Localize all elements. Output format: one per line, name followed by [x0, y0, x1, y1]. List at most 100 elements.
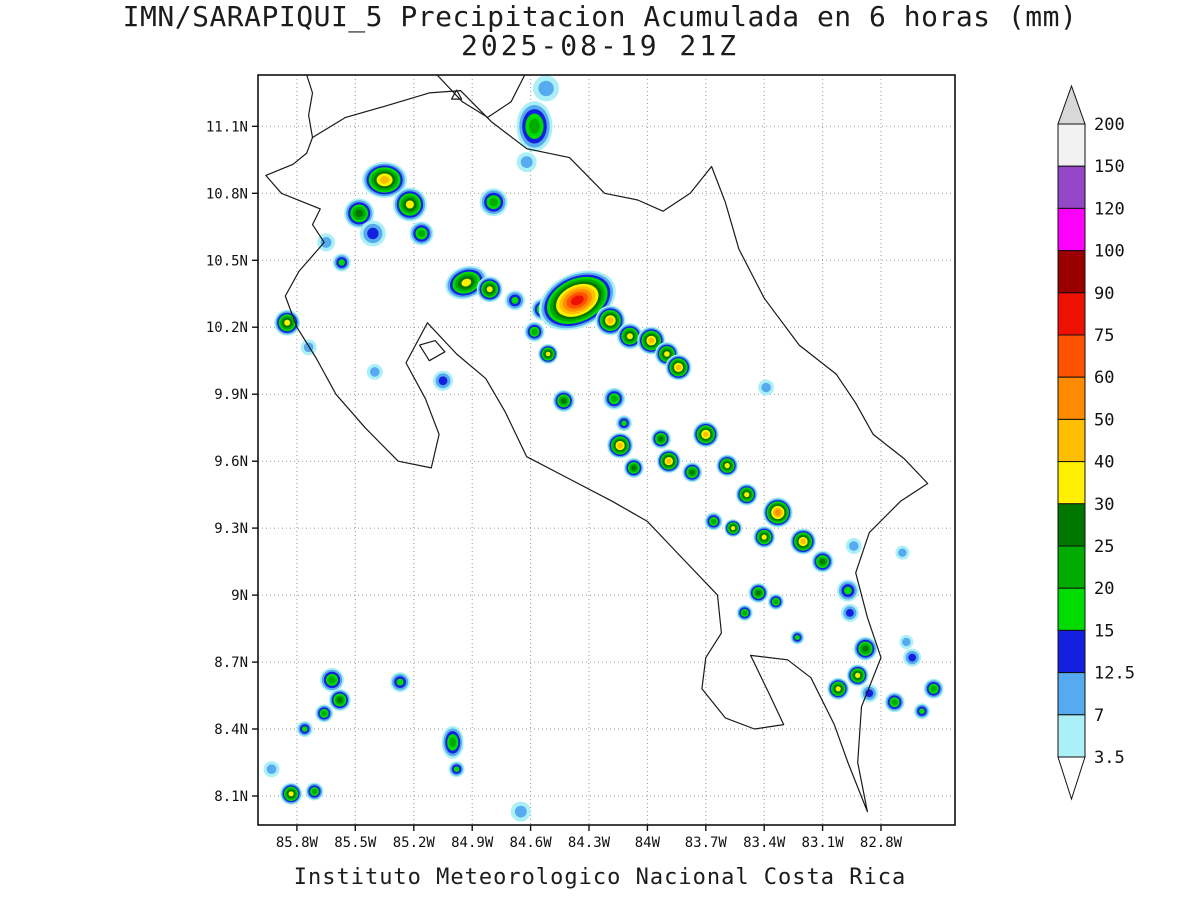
precip-cell	[315, 704, 334, 723]
lat-tick-label: 9.3N	[214, 521, 248, 537]
colorbar-segment	[1057, 503, 1086, 547]
colorbar-label: 100	[1094, 242, 1125, 262]
colorbar-segment	[1057, 334, 1086, 378]
precip-cell	[704, 512, 723, 531]
isla-chira	[419, 340, 446, 362]
precip-cell	[305, 782, 324, 801]
colorbar-label: 75	[1094, 326, 1114, 346]
precip-cell	[390, 672, 411, 693]
precip-cell	[274, 309, 301, 336]
precip-cell	[392, 187, 427, 222]
precip-cell	[616, 415, 632, 432]
precip-cell	[811, 550, 834, 573]
precip-cell	[280, 782, 303, 805]
precip-cell	[913, 703, 930, 720]
colorbar-top-arrow	[1057, 84, 1086, 125]
precip-cell	[716, 454, 739, 477]
precip-cell	[846, 664, 869, 687]
lon-tick-label: 84.6W	[510, 835, 553, 851]
colorbar-segment	[1057, 672, 1086, 716]
plot-frame	[257, 74, 956, 826]
precip-cell	[607, 432, 634, 459]
coastline-borders	[265, 75, 929, 813]
title-block: IMN/SARAPIQUI_5 Precipitacion Acumulada …	[0, 2, 1200, 61]
lon-tick-label: 83.7W	[685, 835, 728, 851]
precip-cell	[320, 667, 344, 692]
lat-tick-label: 10.5N	[206, 253, 248, 269]
precip-cell	[332, 253, 351, 272]
precip-cell	[790, 528, 817, 555]
precip-cell	[758, 379, 775, 396]
lon-tick-label: 84W	[635, 835, 661, 851]
precip-cell	[790, 630, 805, 645]
precip-cell	[840, 603, 859, 622]
colorbar-label: 90	[1094, 284, 1114, 304]
colorbar-label: 120	[1094, 199, 1125, 219]
colorbar-segment	[1057, 207, 1086, 252]
lake-nicaragua-shore	[436, 75, 526, 118]
colorbar-segment	[1057, 376, 1086, 420]
lat-tick-label: 8.4N	[214, 722, 248, 738]
precip-cell	[623, 457, 644, 478]
precip-cell	[433, 370, 453, 391]
colorbar-label: 20	[1094, 579, 1114, 599]
colorbar-segment	[1057, 461, 1086, 505]
precip-cell	[616, 323, 643, 350]
colorbar-label: 60	[1094, 368, 1114, 388]
lat-tick-label: 11.1N	[206, 119, 248, 135]
footer-attribution: Instituto Meteorologico Nacional Costa R…	[293, 865, 907, 890]
precip-cell	[552, 389, 575, 412]
precip-cell	[516, 152, 537, 173]
precip-cell	[923, 678, 944, 699]
lat-tick-label: 8.1N	[214, 789, 248, 805]
chart-subtitle: 2025-08-19 21Z	[460, 29, 739, 63]
precip-cell	[476, 276, 503, 303]
precip-cell	[762, 497, 793, 528]
colorbar-label: 15	[1094, 621, 1114, 641]
precip-cell	[595, 305, 626, 336]
colorbar-segment	[1057, 714, 1086, 758]
lon-tick-label: 83.1W	[802, 835, 845, 851]
precip-cell	[665, 354, 692, 381]
precip-cell	[533, 75, 560, 102]
lon-tick-label: 84.9W	[451, 835, 494, 851]
precip-cell	[344, 198, 375, 229]
lon-tick-label: 85.2W	[393, 835, 436, 851]
lon-tick-label: 83.4W	[743, 835, 786, 851]
precip-cell	[603, 387, 626, 410]
lat-tick-label: 10.2N	[206, 320, 248, 336]
precip-cell	[827, 677, 850, 700]
precip-cell	[479, 188, 508, 217]
colorbar-segment	[1057, 587, 1086, 631]
precip-cell	[903, 648, 922, 667]
precip-cell	[656, 449, 681, 474]
colorbar-bottom-arrow	[1057, 756, 1086, 801]
chart-title: IMN/SARAPIQUI_5 Precipitacion Acumulada …	[122, 0, 1078, 33]
colorbar-label: 40	[1094, 453, 1114, 473]
colorbar-label: 200	[1094, 115, 1125, 135]
lat-tick-label: 9.6N	[214, 454, 248, 470]
lon-tick-label: 85.8W	[276, 835, 319, 851]
grid-lines	[258, 75, 955, 825]
precip-cell	[682, 462, 703, 483]
precip-cell	[753, 526, 776, 549]
colorbar: 200 150 120 100 90 75 60 50 40 30 25 20 15 12.5 7 3.5	[1057, 84, 1135, 801]
precip-cell	[516, 101, 553, 152]
colorbar-segment	[1057, 250, 1086, 294]
precip-cell	[510, 801, 531, 822]
colorbar-segment	[1057, 545, 1086, 589]
precip-cell	[736, 604, 753, 621]
precip-cell	[300, 339, 317, 356]
precipitation-contours	[263, 75, 944, 822]
precip-cell	[724, 519, 743, 538]
precip-cell	[884, 692, 905, 713]
precip-cell	[409, 221, 434, 246]
precip-cell	[362, 161, 408, 198]
lake-island-marker	[450, 89, 463, 100]
precip-cell	[296, 721, 313, 737]
colorbar-label: 50	[1094, 410, 1114, 430]
colorbar-segment	[1057, 418, 1086, 463]
lat-tick-label: 8.7N	[214, 655, 248, 671]
lat-tick-label: 9.9N	[214, 387, 248, 403]
